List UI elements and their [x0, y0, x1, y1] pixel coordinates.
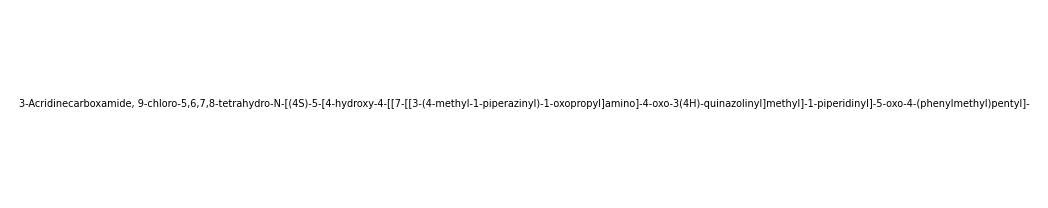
Text: 3-Acridinecarboxamide, 9-chloro-5,6,7,8-tetrahydro-N-[(4S)-5-[4-hydroxy-4-[[7-[[: 3-Acridinecarboxamide, 9-chloro-5,6,7,8-… [19, 99, 1029, 109]
